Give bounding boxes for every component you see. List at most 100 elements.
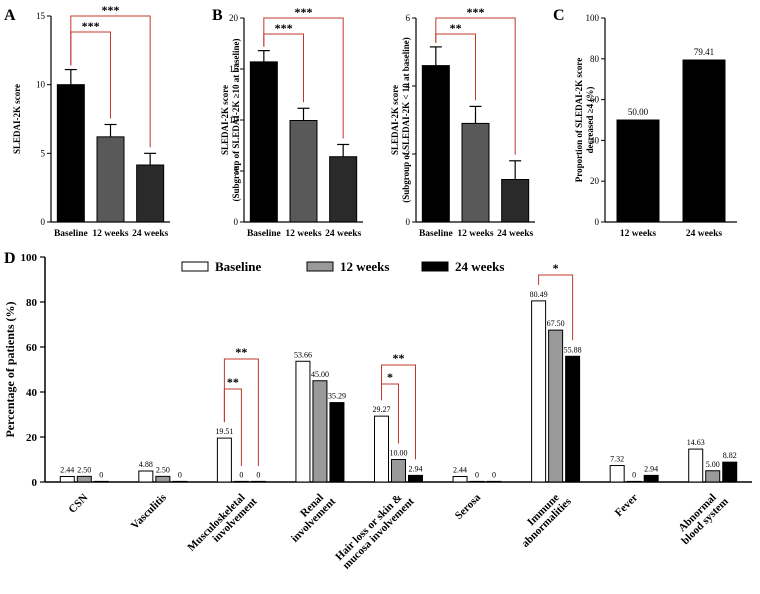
bar xyxy=(682,59,726,223)
y-tick-label: 40 xyxy=(26,387,38,399)
significance-label: *** xyxy=(275,21,293,35)
bar xyxy=(531,300,547,483)
data-label: 45.00 xyxy=(311,370,329,379)
bar xyxy=(155,475,171,483)
chart-b-high: 0 5 10 15 20 Baseline 12 weeks 24 weeks ****** SL… xyxy=(220,5,363,239)
bar xyxy=(329,156,358,223)
data-label: 0 xyxy=(239,470,243,479)
legend-label: 12 weeks xyxy=(340,259,389,274)
panel-label-b: B xyxy=(212,7,223,24)
data-label: 50.00 xyxy=(628,107,649,117)
x-tick-label: Baseline xyxy=(54,229,88,239)
x-tick-label: 12 weeks xyxy=(457,229,493,239)
chart-c: 0 20 40 60 80 100 50.00 12 weeks 79.41 24 weeks Pr… xyxy=(574,13,737,239)
y-tick-label: 0 xyxy=(595,217,600,227)
bar xyxy=(93,480,109,483)
legend-swatch xyxy=(181,261,209,272)
bar xyxy=(548,329,564,483)
y-tick-label: 15 xyxy=(229,64,239,74)
data-label: 2.94 xyxy=(644,464,658,473)
bar xyxy=(626,480,642,483)
significance-label: * xyxy=(387,370,393,384)
data-label: 0 xyxy=(475,470,479,479)
y-tick-label: 10 xyxy=(36,80,46,90)
y-tick-label: 100 xyxy=(21,252,38,264)
bar xyxy=(295,360,311,483)
data-label: 35.29 xyxy=(328,392,346,401)
bar xyxy=(408,474,423,483)
x-tick-label: mucosa involvement xyxy=(341,495,417,571)
bar xyxy=(312,380,328,483)
bar xyxy=(609,465,625,483)
y-axis-label: SLEDAI-2K score xyxy=(12,84,22,154)
x-tick-label: 12 weeks xyxy=(285,229,321,239)
legend-swatch xyxy=(421,261,449,272)
data-label: 2.50 xyxy=(156,465,170,474)
y-tick-label: 5 xyxy=(234,166,239,176)
bar xyxy=(289,120,318,223)
bar xyxy=(421,65,450,223)
bar xyxy=(391,459,406,483)
significance-label: *** xyxy=(467,5,485,19)
y-tick-label: 60 xyxy=(26,342,38,354)
significance-label: ** xyxy=(450,21,462,35)
x-tick-label: 24 weeks xyxy=(132,229,168,239)
bar xyxy=(59,476,75,483)
y-tick-label: 20 xyxy=(229,13,239,23)
bar xyxy=(469,480,485,483)
bar xyxy=(452,476,468,483)
x-tick-label: CSN xyxy=(66,492,90,516)
y-tick-label: 0 xyxy=(41,217,46,227)
bar xyxy=(250,480,266,483)
legend-swatch xyxy=(306,261,334,272)
data-label: 7.32 xyxy=(610,455,624,464)
chart-d: 0 20 40 60 80 100 Percentage of patients (%) 2.… xyxy=(3,252,752,572)
chart-a: 0 5 10 15 Baseline 12 weeks 24 weeks ****** SLED… xyxy=(12,3,170,239)
x-tick-label: Vasculitis xyxy=(129,491,170,532)
significance-label: * xyxy=(553,261,559,275)
bar xyxy=(486,480,502,483)
x-tick-label: Hair loss or skin & xyxy=(333,492,404,563)
bar xyxy=(136,164,165,223)
data-label: 0 xyxy=(632,470,636,479)
significance-bracket xyxy=(223,358,259,466)
panel-label-a: A xyxy=(4,7,16,24)
significance-label: *** xyxy=(102,3,120,17)
bar xyxy=(56,84,85,223)
data-label: 2.94 xyxy=(409,464,423,473)
data-label: 55.88 xyxy=(564,345,582,354)
significance-label: *** xyxy=(82,19,100,33)
x-tick-label: 24 weeks xyxy=(686,229,722,239)
x-tick-label: 24 weeks xyxy=(325,229,361,239)
y-tick-label: 0 xyxy=(234,217,239,227)
bar xyxy=(96,136,125,223)
y-axis-label: Percentage of patients (%) xyxy=(3,301,17,437)
significance-label: ** xyxy=(235,345,247,359)
legend-label: 24 weeks xyxy=(455,259,504,274)
x-tick-label: Serosa xyxy=(453,491,484,522)
data-label: 2.44 xyxy=(453,466,467,475)
bar xyxy=(216,437,232,483)
significance-label: ** xyxy=(393,351,405,365)
y-axis-label: decreased ≥4 (%) xyxy=(585,87,595,154)
significance-bracket xyxy=(263,17,344,139)
y-tick-label: 0 xyxy=(406,217,411,227)
y-tick-label: 10 xyxy=(229,115,239,125)
x-tick-label: 24 weeks xyxy=(497,229,533,239)
data-label: 79.41 xyxy=(694,47,714,57)
bar xyxy=(76,475,92,483)
y-tick-label: 80 xyxy=(26,297,38,309)
bar xyxy=(616,119,660,223)
y-tick-label: 80 xyxy=(590,54,600,64)
bar xyxy=(565,355,581,483)
x-tick-label: Baseline xyxy=(247,229,281,239)
y-tick-label: 60 xyxy=(590,95,600,105)
y-tick-label: 100 xyxy=(586,13,600,23)
y-tick-label: 40 xyxy=(590,135,600,145)
data-label: 0 xyxy=(492,470,496,479)
panel-label-d: D xyxy=(4,250,16,267)
y-axis-label: SLEDAI-2K score xyxy=(390,85,400,155)
data-label: 19.51 xyxy=(215,427,233,436)
